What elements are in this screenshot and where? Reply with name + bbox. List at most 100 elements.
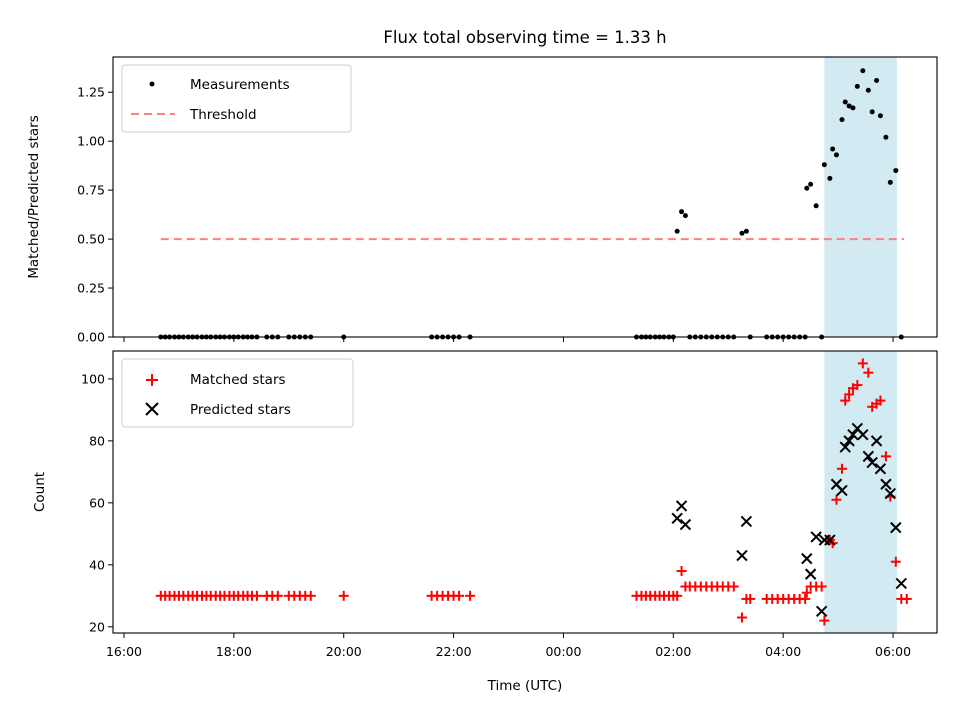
bottom-x-tick-label: 00:00 (545, 644, 581, 659)
matched-star-point (728, 581, 739, 592)
measurement-point (808, 181, 814, 187)
predicted-star-point (866, 456, 878, 469)
matched-star-point (890, 556, 901, 567)
predicted-star-point (671, 512, 683, 525)
bottom-ylabel: Count (32, 472, 48, 512)
matched-star-point (880, 451, 891, 462)
top-y-tick-label: 0.25 (77, 281, 105, 296)
top-panel: 0.00 0.25 0.50 0.75 1.00 1.25 Matched/Predict… (26, 56, 938, 345)
matched-star-point (840, 395, 851, 406)
measurement-point (883, 134, 889, 140)
legend-predicted-marker (145, 402, 159, 416)
matched-star-point (875, 395, 886, 406)
bottom-panel: 20 40 60 80 100 16:00 18:00 20:00 22:00 00:00 02:… (32, 350, 938, 694)
measurement-point (739, 230, 745, 236)
bottom-y-tick-label: 80 (89, 433, 105, 448)
matched-star-point (901, 593, 912, 604)
matched-star-point (465, 590, 476, 601)
matched-star-point (863, 367, 874, 378)
matched-star-point (745, 593, 756, 604)
top-axes-frame (112, 56, 938, 338)
measurement-point (877, 113, 883, 119)
measurement-point (860, 68, 866, 74)
top-y-ticks: 0.00 0.25 0.50 0.75 1.00 1.25 (77, 85, 113, 345)
measurement-point (804, 185, 810, 191)
top-y-tick-label: 0.00 (77, 330, 105, 345)
matched-star-point (852, 380, 863, 391)
matched-star-point (800, 593, 811, 604)
matched-star-point (736, 612, 747, 623)
predicted-star-point (836, 484, 848, 497)
predicted-star-point (810, 531, 822, 543)
top-legend-box (121, 64, 352, 133)
measurement-point (679, 209, 685, 215)
predicted-star-point (847, 428, 859, 441)
measurement-point (674, 228, 680, 234)
predicted-star-point (740, 515, 753, 528)
matched-star-point (454, 590, 465, 601)
top-legend: Measurements Threshold (121, 64, 352, 133)
measurement-point (821, 162, 827, 168)
bottom-points (155, 358, 912, 626)
legend-matched-marker (146, 374, 158, 386)
measurement-point (830, 146, 836, 152)
predicted-star-point (857, 428, 869, 441)
predicted-star-point (890, 521, 902, 534)
bottom-x-ticks: 16:00 18:00 20:00 22:00 00:00 02:00 04:00 06:00 (106, 633, 911, 659)
matched-star-point (801, 587, 812, 598)
measurement-point (887, 179, 893, 185)
bottom-y-tick-label: 60 (89, 495, 105, 510)
predicted-star-point (843, 435, 855, 447)
predicted-star-point (839, 441, 851, 453)
legend-measurements-marker (149, 81, 155, 87)
matched-star-point (836, 463, 847, 474)
chart-title: Flux total observing time = 1.33 h (383, 28, 666, 47)
top-highlight-span (824, 57, 897, 337)
measurement-point (842, 99, 848, 105)
bottom-y-tick-label: 20 (89, 619, 105, 634)
top-y-tick-label: 0.50 (77, 232, 105, 247)
matched-star-point (831, 494, 842, 505)
predicted-star-point (870, 435, 883, 447)
predicted-star-point (801, 552, 813, 565)
bottom-x-tick-label: 18:00 (216, 644, 252, 659)
legend-threshold-label: Threshold (189, 107, 257, 123)
bottom-x-tick-label: 20:00 (326, 644, 362, 659)
predicted-star-point (874, 463, 887, 475)
matched-star-point (816, 581, 827, 592)
predicted-star-point (862, 450, 875, 463)
matched-star-point (844, 389, 855, 400)
top-ylabel: Matched/Predicted stars (26, 115, 42, 278)
matched-star-point (338, 590, 349, 601)
matched-star-point (251, 590, 262, 601)
bottom-y-tick-label: 100 (81, 371, 105, 386)
predicted-star-point (736, 549, 748, 562)
predicted-star-point (895, 577, 908, 590)
measurement-point (743, 228, 749, 234)
measurement-point (874, 77, 880, 83)
bottom-x-tick-label: 02:00 (655, 644, 691, 659)
matched-star-point (272, 590, 283, 601)
measurement-point (839, 117, 845, 123)
measurement-point (833, 152, 839, 158)
bottom-x-tick-label: 16:00 (106, 644, 142, 659)
bottom-y-tick-label: 40 (89, 557, 105, 572)
matched-star-point (676, 566, 687, 577)
measurement-point (869, 109, 875, 115)
bottom-x-tick-label: 04:00 (765, 644, 801, 659)
measurement-point (846, 103, 852, 109)
matched-star-point (819, 615, 830, 626)
top-y-tick-label: 1.25 (77, 85, 105, 100)
measurement-point (854, 83, 860, 89)
legend-measurements-label: Measurements (190, 77, 290, 93)
bottom-x-tick-label: 06:00 (875, 644, 911, 659)
measurement-point (893, 168, 899, 174)
bottom-axes-frame (112, 350, 938, 634)
bottom-x-tick-label: 22:00 (436, 644, 472, 659)
predicted-star-point (884, 487, 897, 500)
matched-star-point (857, 358, 868, 369)
legend-matched-label: Matched stars (190, 372, 286, 388)
bottom-y-ticks: 20 40 60 80 100 (81, 371, 113, 634)
matched-star-point (672, 590, 683, 601)
